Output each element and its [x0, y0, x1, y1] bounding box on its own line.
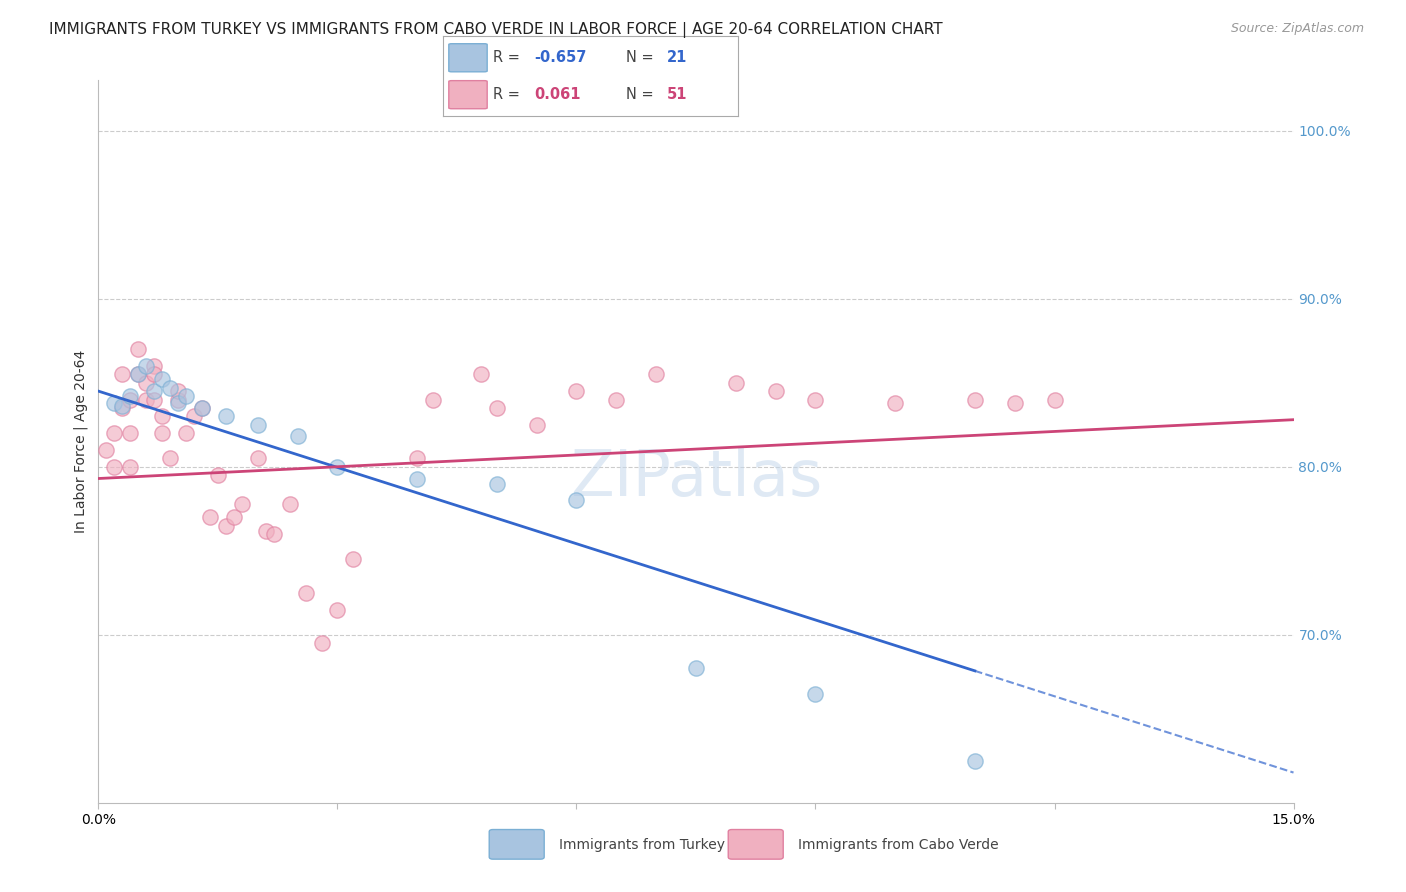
Point	[526, 417, 548, 432]
FancyBboxPatch shape	[449, 44, 486, 72]
Text: ZIPatlas: ZIPatlas	[569, 447, 823, 508]
Point	[174, 389, 197, 403]
Point	[159, 381, 181, 395]
Point	[127, 342, 149, 356]
Point	[645, 368, 668, 382]
Point	[231, 497, 253, 511]
Point	[565, 384, 588, 398]
Point	[111, 399, 134, 413]
Point	[103, 396, 125, 410]
Point	[96, 442, 118, 457]
Point	[150, 426, 173, 441]
Point	[183, 409, 205, 424]
Point	[174, 426, 197, 441]
FancyBboxPatch shape	[728, 830, 783, 859]
Point	[765, 384, 787, 398]
Text: -0.657: -0.657	[534, 50, 586, 65]
Point	[143, 359, 166, 373]
Point	[120, 426, 142, 441]
Point	[278, 497, 301, 511]
Point	[1004, 396, 1026, 410]
Point	[222, 510, 245, 524]
Point	[150, 409, 173, 424]
Text: 51: 51	[668, 87, 688, 103]
Point	[207, 468, 229, 483]
Point	[342, 552, 364, 566]
Text: 21: 21	[668, 50, 688, 65]
Point	[120, 389, 142, 403]
Point	[103, 459, 125, 474]
Point	[804, 392, 827, 407]
Point	[159, 451, 181, 466]
Point	[246, 417, 269, 432]
Point	[111, 368, 134, 382]
Point	[406, 471, 429, 485]
Point	[150, 372, 173, 386]
Point	[167, 396, 190, 410]
Point	[326, 459, 349, 474]
Text: IMMIGRANTS FROM TURKEY VS IMMIGRANTS FROM CABO VERDE IN LABOR FORCE | AGE 20-64 : IMMIGRANTS FROM TURKEY VS IMMIGRANTS FRO…	[49, 22, 943, 38]
Text: N =: N =	[626, 50, 658, 65]
Point	[127, 368, 149, 382]
Text: 0.061: 0.061	[534, 87, 581, 103]
Text: Source: ZipAtlas.com: Source: ZipAtlas.com	[1230, 22, 1364, 36]
Point	[485, 401, 508, 415]
Point	[724, 376, 747, 390]
Point	[605, 392, 627, 407]
Point	[143, 384, 166, 398]
Point	[287, 429, 309, 443]
Point	[167, 392, 190, 407]
Point	[963, 392, 986, 407]
Point	[111, 401, 134, 415]
Point	[135, 376, 157, 390]
Point	[103, 426, 125, 441]
Point	[1043, 392, 1066, 407]
Point	[565, 493, 588, 508]
Point	[135, 359, 157, 373]
Point	[143, 368, 166, 382]
Point	[135, 392, 157, 407]
Point	[804, 687, 827, 701]
Point	[246, 451, 269, 466]
Point	[311, 636, 333, 650]
Text: Immigrants from Turkey: Immigrants from Turkey	[558, 838, 724, 852]
Text: R =: R =	[494, 87, 529, 103]
Point	[120, 392, 142, 407]
Point	[470, 368, 492, 382]
FancyBboxPatch shape	[449, 80, 486, 109]
Point	[963, 754, 986, 768]
Point	[884, 396, 907, 410]
Text: R =: R =	[494, 50, 524, 65]
Point	[215, 409, 238, 424]
Point	[254, 524, 277, 538]
Y-axis label: In Labor Force | Age 20-64: In Labor Force | Age 20-64	[73, 350, 89, 533]
Point	[191, 401, 214, 415]
Text: N =: N =	[626, 87, 658, 103]
Point	[215, 518, 238, 533]
Point	[143, 392, 166, 407]
Point	[406, 451, 429, 466]
Point	[198, 510, 221, 524]
Point	[167, 384, 190, 398]
Point	[485, 476, 508, 491]
Point	[685, 661, 707, 675]
Point	[294, 586, 316, 600]
Text: Immigrants from Cabo Verde: Immigrants from Cabo Verde	[797, 838, 998, 852]
Point	[127, 368, 149, 382]
Point	[326, 602, 349, 616]
Point	[120, 459, 142, 474]
Point	[191, 401, 214, 415]
Point	[263, 527, 285, 541]
Point	[422, 392, 444, 407]
FancyBboxPatch shape	[489, 830, 544, 859]
